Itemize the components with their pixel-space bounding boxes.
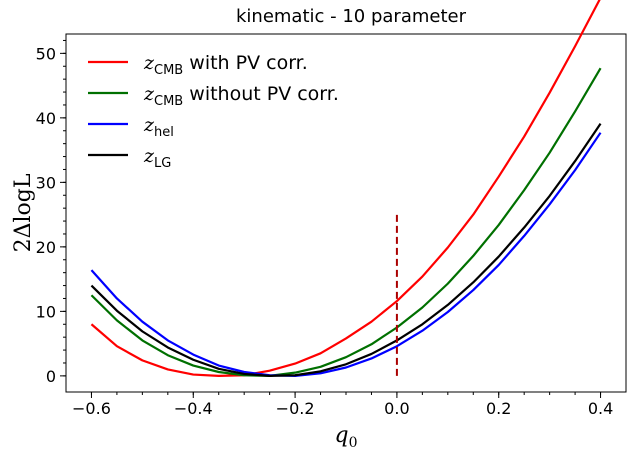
legend-label-sub: LG [154, 156, 171, 171]
legend-label-3: zLG [143, 145, 171, 171]
y-tick-label: 30 [36, 173, 56, 192]
y-tick-label: 0 [46, 367, 56, 386]
series-line-1 [90, 67, 602, 377]
series-lines [90, 0, 602, 377]
x-axis-label-sub: 0 [349, 435, 358, 450]
legend-label-2: zhel [143, 114, 174, 140]
x-tick-label: 0.4 [588, 399, 613, 418]
x-axis: −0.6 −0.4 −0.2 0.0 0.2 0.4 [72, 392, 613, 418]
x-tick-label: −0.6 [72, 399, 111, 418]
legend-label-sub: CMB [154, 94, 183, 109]
legend-label-main: z [143, 52, 155, 74]
y-axis-label: 2ΔlogL [11, 173, 36, 252]
legend-label-rest: without PV corr. [183, 83, 339, 105]
y-tick-label: 50 [36, 44, 56, 63]
y-tick-label: 40 [36, 109, 56, 128]
y-axis: 0 10 20 30 40 50 [36, 39, 66, 386]
legend-label-main: z [143, 114, 155, 136]
legend: zCMB with PV corr.zCMB without PV corr.z… [88, 52, 339, 171]
legend-label-1: zCMB without PV corr. [143, 83, 339, 109]
legend-label-sub: hel [154, 125, 174, 140]
x-axis-label-main: q [334, 423, 348, 448]
y-tick-label: 20 [36, 238, 56, 257]
x-axis-label: q0 [334, 423, 357, 450]
chart-title: kinematic - 10 parameter [236, 6, 467, 27]
legend-label-0: zCMB with PV corr. [143, 52, 308, 78]
legend-label-sub: CMB [154, 63, 183, 78]
legend-label-main: z [143, 145, 155, 167]
series-line-3 [90, 123, 602, 377]
x-tick-label: −0.4 [174, 399, 213, 418]
series-line-0 [90, 0, 601, 377]
y-tick-label: 10 [36, 302, 56, 321]
legend-label-rest: with PV corr. [183, 52, 308, 74]
x-tick-label: 0.2 [486, 399, 511, 418]
series-line-2 [90, 132, 602, 377]
x-tick-label: −0.2 [276, 399, 315, 418]
legend-label-main: z [143, 83, 155, 105]
x-tick-label: 0.0 [384, 399, 409, 418]
